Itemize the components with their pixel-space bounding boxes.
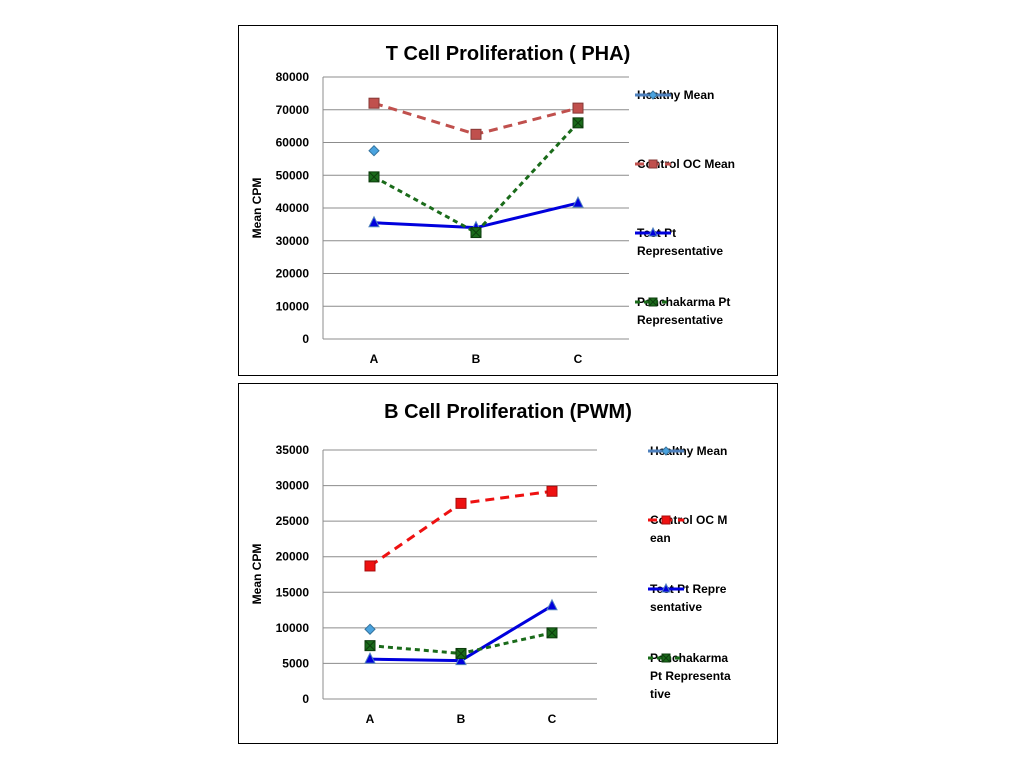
data-point	[364, 652, 376, 664]
legend-label: Control OC Mean	[637, 157, 735, 171]
legend-label: Test Pt Representative	[637, 226, 724, 258]
legend-item: Panchakarma Pt Representative	[634, 293, 737, 329]
y-tick-label: 30000	[276, 479, 310, 493]
data-point	[368, 97, 380, 109]
b-cell-chart-panel: B Cell Proliferation (PWM) Mean CPM 0 500…	[238, 383, 778, 744]
y-tick-label: 20000	[276, 267, 310, 281]
y-tick-label: 60000	[276, 136, 310, 150]
x-tick-label: C	[574, 352, 583, 366]
data-point	[455, 647, 467, 659]
legend-key	[648, 582, 684, 593]
legend-key-marker	[661, 582, 671, 593]
legend-key	[635, 297, 671, 307]
data-point	[368, 215, 380, 228]
series-line	[373, 121, 580, 235]
data-point	[368, 144, 380, 157]
y-tick-label: 35000	[276, 443, 310, 457]
legend-item: Control OC Mean	[634, 155, 737, 173]
y-tick-label: 5000	[282, 656, 309, 670]
b-cell-chart-title: B Cell Proliferation (PWM)	[384, 401, 632, 423]
data-point	[572, 117, 584, 129]
legend-key	[635, 159, 671, 169]
data-point	[470, 227, 482, 239]
data-point	[364, 623, 376, 635]
t-cell-y-axis-label: Mean CPM	[250, 178, 264, 239]
y-tick-label: 10000	[276, 621, 310, 635]
data-point	[546, 485, 558, 497]
y-tick-label: 0	[302, 332, 309, 346]
b-cell-chart: B Cell Proliferation (PWM) Mean CPM 0 500…	[250, 401, 632, 726]
legend-item: Test Pt Representative	[647, 580, 732, 616]
data-point	[368, 171, 380, 183]
legend-label: Healthy Mean	[637, 88, 715, 102]
legend-label: Panchakarma Pt Representative	[637, 295, 731, 327]
y-tick-label: 70000	[276, 103, 310, 117]
legend-item: Healthy Mean	[634, 86, 737, 104]
data-point	[546, 598, 558, 611]
y-tick-label: 80000	[276, 70, 310, 84]
y-tick-label: 30000	[276, 234, 310, 248]
x-tick-label: A	[366, 712, 375, 726]
legend-key	[635, 226, 671, 237]
legend-key-marker	[648, 226, 658, 237]
legend-key-marker	[648, 297, 658, 307]
legend-key-marker	[661, 515, 671, 525]
legend-key-marker	[661, 653, 671, 663]
legend-key-marker	[648, 159, 658, 169]
legend-item: Control OC Mean	[647, 511, 732, 547]
x-tick-label: B	[457, 712, 466, 726]
x-tick-label: C	[548, 712, 557, 726]
data-point	[546, 627, 558, 639]
legend-key	[635, 90, 671, 100]
legend-key	[648, 446, 684, 456]
data-point	[364, 560, 376, 572]
data-point	[455, 497, 467, 509]
y-tick-label: 20000	[276, 550, 310, 564]
y-tick-label: 10000	[276, 299, 310, 313]
legend-item: Healthy Mean	[647, 442, 732, 460]
y-tick-label: 0	[302, 692, 309, 706]
t-cell-chart-title: T Cell Proliferation ( PHA)	[386, 43, 630, 65]
t-cell-chart-panel: T Cell Proliferation ( PHA) Mean CPM 0 10…	[238, 25, 778, 376]
t-cell-chart: T Cell Proliferation ( PHA) Mean CPM 0 10…	[250, 43, 630, 366]
y-tick-label: 50000	[276, 168, 310, 182]
x-tick-label: A	[370, 352, 379, 366]
legend-key	[648, 515, 684, 525]
data-point	[572, 195, 584, 208]
y-tick-label: 40000	[276, 201, 310, 215]
data-point	[455, 653, 467, 666]
data-point	[572, 102, 584, 114]
legend-item: Panchakarma Pt Representative	[647, 649, 732, 703]
legend-key-marker	[648, 90, 658, 100]
x-tick-label: B	[472, 352, 481, 366]
legend-key	[648, 653, 684, 663]
legend-item: Test Pt Representative	[634, 224, 737, 260]
legend-label: Healthy Mean	[650, 444, 728, 458]
y-tick-label: 15000	[276, 585, 310, 599]
legend-key-marker	[661, 446, 671, 456]
y-tick-label: 25000	[276, 514, 310, 528]
data-point	[364, 640, 376, 652]
data-point	[470, 128, 482, 140]
b-cell-y-axis-label: Mean CPM	[250, 544, 264, 605]
